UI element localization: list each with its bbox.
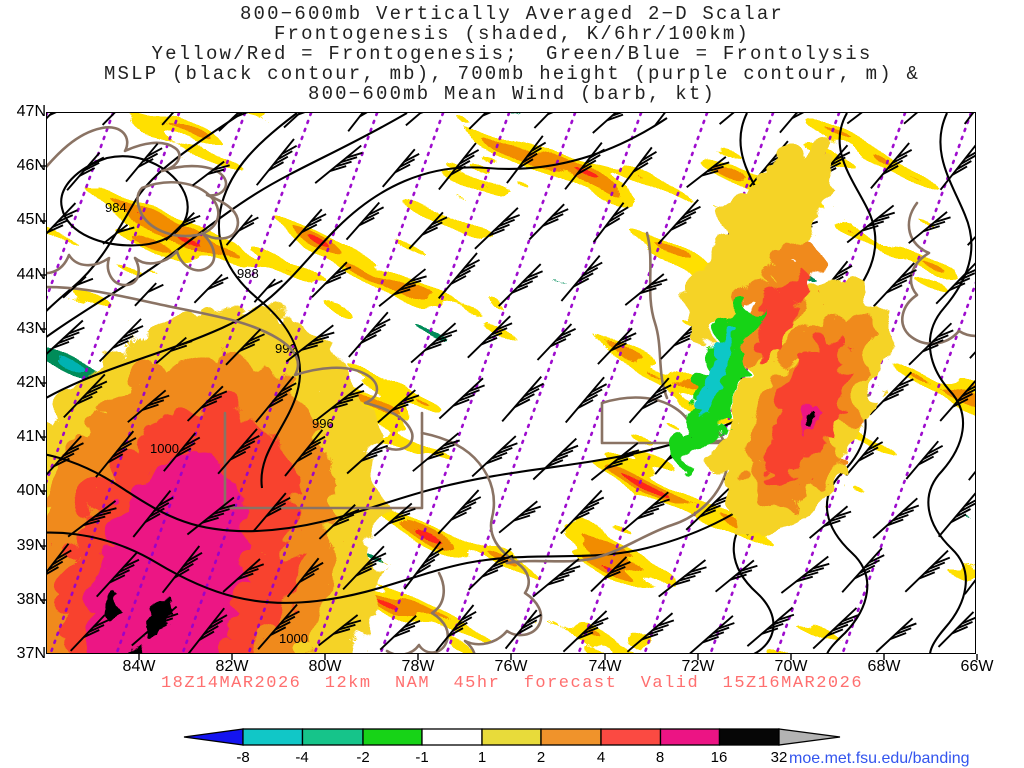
svg-text:4: 4 (597, 749, 605, 766)
svg-text:1: 1 (478, 749, 486, 766)
svg-text:16: 16 (711, 749, 728, 766)
svg-text:32: 32 (771, 749, 788, 766)
svg-text:-1: -1 (415, 749, 428, 766)
svg-text:2: 2 (537, 749, 545, 766)
svg-text:-4: -4 (295, 749, 308, 766)
svg-text:-2: -2 (356, 749, 369, 766)
svg-text:8: 8 (656, 749, 664, 766)
svg-text:-8: -8 (236, 749, 249, 766)
